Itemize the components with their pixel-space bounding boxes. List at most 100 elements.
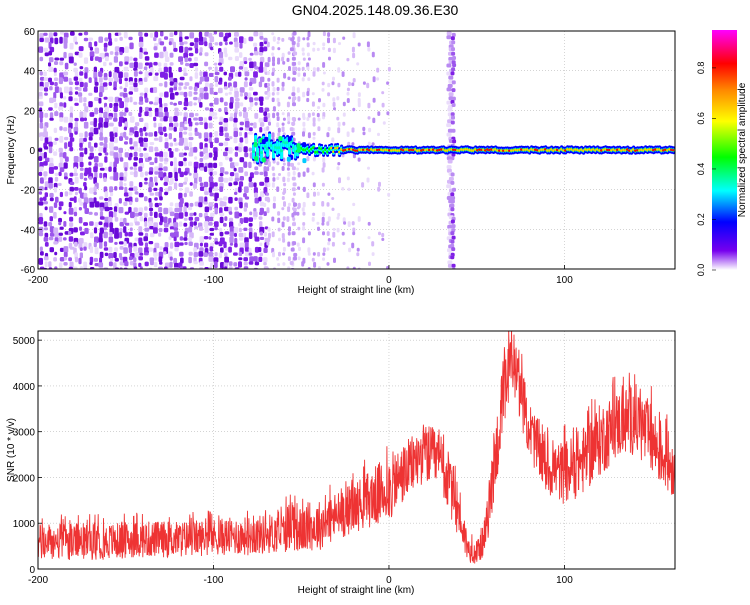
spectrogram-cell [73, 67, 78, 73]
spectrogram-cell [204, 41, 208, 47]
spectrogram-cell [160, 71, 165, 78]
spectrogram-cell [214, 76, 219, 83]
spectrogram-cell [288, 96, 292, 100]
spectrogram-cell [204, 138, 209, 142]
spectrogram-cell [199, 236, 204, 243]
spectrogram-cell [59, 191, 63, 198]
spectrogram-cell [163, 251, 167, 255]
spectrogram-cell [272, 172, 276, 177]
spectrogram-cell [143, 66, 148, 71]
spectrogram-cell [282, 162, 286, 166]
spectrogram-cell [278, 251, 281, 257]
spectrogram-cell [149, 101, 154, 105]
spectrogram-cell [138, 232, 144, 236]
spectrogram-cell [267, 112, 271, 119]
spectrogram-cell [356, 247, 360, 252]
spectrogram-cell [139, 36, 144, 44]
spectrogram-cell [153, 227, 158, 234]
spectrogram-cell [169, 87, 174, 93]
spectrogram-cell [138, 41, 144, 48]
spectrogram-cell [39, 122, 44, 129]
spectrogram-cell [38, 156, 43, 162]
spectrogram-cell [199, 267, 204, 269]
spectrogram-cell [446, 31, 452, 36]
spectrogram-cell [154, 211, 158, 218]
spectrogram-cell [193, 62, 199, 67]
spectrogram-cell [73, 172, 78, 177]
spectrogram-cell [174, 31, 178, 36]
spectrogram-cell [281, 56, 285, 62]
spectrogram-cell [224, 252, 228, 257]
spectrogram-cell [209, 132, 213, 138]
colorbar-label: Normalized spectral amplitude [737, 82, 748, 217]
spectrogram-cell [234, 232, 237, 237]
spectrogram-cell [63, 251, 68, 258]
spectrogram-cell [44, 52, 49, 57]
spectrogram-cell [281, 122, 285, 126]
spectrogram-cell [99, 211, 104, 218]
spectrogram-cell [178, 161, 184, 167]
spectrogram-cell [113, 112, 118, 119]
spectrogram-cell [228, 76, 232, 81]
spectrogram-cell [451, 224, 456, 229]
spectrogram-cell [148, 72, 153, 76]
spectrogram-cell [69, 112, 73, 119]
spectrogram-cell [144, 32, 149, 37]
spectrogram-cell [352, 52, 356, 59]
spectrogram-cell [154, 96, 160, 103]
spectrogram-cell [73, 211, 78, 217]
spectrogram-cell [220, 262, 225, 269]
spectrogram-cell [139, 106, 143, 113]
spectrogram-cell [119, 51, 123, 56]
spectrogram-cell [158, 167, 163, 171]
spectrogram-cell [38, 217, 44, 223]
spectrogram-cell [254, 171, 259, 175]
spectrogram-cell [209, 141, 213, 149]
spectrogram-cell [133, 57, 138, 62]
spectrogram-cell [301, 77, 305, 82]
spectrogram-cell [144, 196, 148, 202]
spectrogram-cell [118, 147, 123, 153]
spectrogram-cell [84, 82, 88, 88]
spectrogram-cell [194, 72, 199, 79]
spectrogram-cell [214, 261, 218, 269]
spectrogram-cell [168, 181, 173, 186]
spectrogram-cell [352, 266, 356, 269]
spectrogram-cell [224, 81, 228, 88]
spectrogram-cell [338, 42, 341, 46]
spectrogram-cell [327, 47, 331, 53]
spectrogram-cell [194, 216, 200, 222]
spectrogram-cell [154, 43, 159, 47]
spectrogram-cell [108, 236, 114, 243]
spectrogram-cell [124, 46, 129, 53]
spectrogram-cell [148, 187, 152, 193]
spectrogram-cell [366, 177, 370, 183]
spectrogram-cell [287, 266, 291, 269]
spectrogram-cell [194, 37, 199, 43]
spectrogram-cell [258, 81, 263, 88]
spectrogram-cell [169, 101, 174, 105]
spectrogram-cell [108, 231, 113, 236]
spectrogram-cell [332, 76, 335, 81]
spectrogram-cell [173, 41, 176, 49]
spectrogram-cell [129, 201, 133, 206]
spectrogram-cell [123, 162, 129, 169]
spectrogram-cell [239, 137, 244, 143]
spectrogram-cell [283, 72, 287, 79]
spectrogram-cell [198, 226, 204, 231]
spectrogram-cell [386, 81, 390, 85]
spectrogram-cell [254, 66, 259, 70]
spectrogram-cell [302, 121, 306, 127]
spectrogram-cell [69, 117, 73, 123]
spectrogram-cell [450, 71, 455, 76]
spectrogram-cell [282, 252, 286, 256]
spectrogram-cell [63, 116, 69, 123]
spectrogram-cell [253, 256, 258, 262]
spectrogram-cell [188, 206, 193, 211]
spectrogram-cell [154, 146, 159, 152]
spectrogram-cell [113, 117, 118, 122]
spectrogram-cell [48, 167, 54, 174]
spectrogram-cell [39, 166, 44, 172]
colorbar-tick-label: 0.0 [696, 264, 706, 277]
spectrogram-cell [49, 117, 54, 121]
